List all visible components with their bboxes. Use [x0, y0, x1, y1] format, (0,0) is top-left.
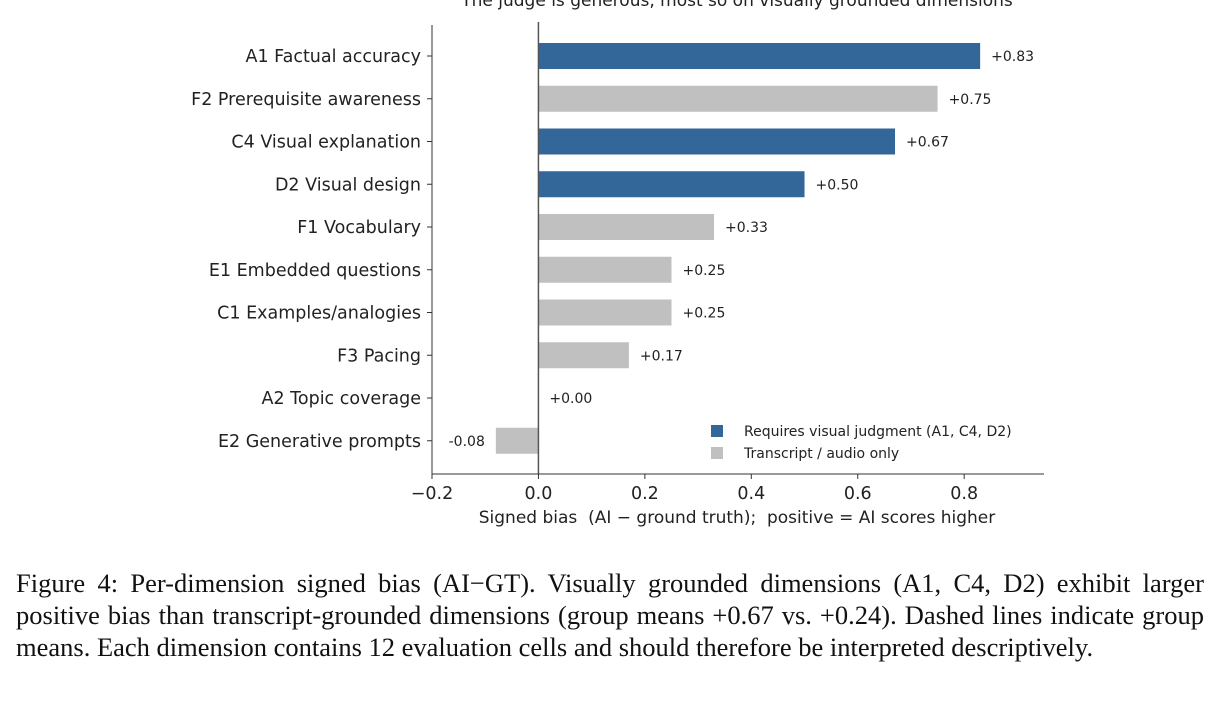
x-axis-label: Signed bias (AI − ground truth); positiv…: [479, 508, 995, 528]
data-label: +0.67: [906, 135, 949, 151]
legend-swatch: [711, 447, 723, 459]
data-label: +0.75: [949, 92, 992, 108]
data-label: +0.25: [682, 306, 725, 322]
figure-caption: Figure 4: Per-dimension signed bias (AI−…: [16, 568, 1204, 662]
data-label: +0.33: [725, 220, 768, 236]
x-tick-label: 0.2: [631, 484, 659, 504]
y-tick-label: F3 Pacing: [337, 346, 421, 366]
bar: [495, 427, 539, 454]
data-label: +0.83: [991, 49, 1034, 65]
bias-bar-chart: The judge is generous, most so on visual…: [191, 0, 1044, 528]
labels-layer: +0.83 A1 Factual accuracy +0.75 F2 Prerequi…: [191, 47, 1034, 504]
chart-title: The judge is generous, most so on visual…: [460, 0, 1013, 11]
y-tick-label: A1 Factual accuracy: [245, 47, 421, 67]
bar: [538, 85, 938, 112]
y-tick-label: F1 Vocabulary: [297, 218, 421, 238]
legend: Requires visual judgment (A1, C4, D2) Tra…: [711, 424, 1012, 462]
bar: [538, 256, 672, 283]
y-tick-label: E1 Embedded questions: [209, 261, 421, 281]
x-tick-label: 0.6: [844, 484, 872, 504]
data-label: +0.25: [682, 263, 725, 279]
x-tick-label: 0.0: [525, 484, 553, 504]
legend-swatch: [711, 425, 723, 437]
legend-label: Requires visual judgment (A1, C4, D2): [744, 424, 1012, 440]
bar: [538, 128, 895, 155]
axes-layer: [427, 22, 1044, 479]
bars-layer: [495, 43, 981, 454]
data-label: +0.50: [816, 177, 859, 193]
y-tick-label: A2 Topic coverage: [262, 389, 422, 409]
y-tick-label: F2 Prerequisite awareness: [191, 90, 421, 110]
legend-label: Transcript / audio only: [743, 446, 899, 462]
bar: [538, 342, 629, 369]
data-label: +0.17: [640, 348, 683, 364]
data-label: +0.00: [549, 391, 592, 407]
bar: [538, 43, 981, 69]
y-tick-label: D2 Visual design: [275, 175, 421, 195]
bar: [538, 214, 715, 240]
x-tick-label: 0.8: [950, 484, 978, 504]
bar: [538, 299, 672, 326]
y-tick-label: E2 Generative prompts: [218, 432, 421, 452]
y-tick-label: C4 Visual explanation: [231, 133, 421, 153]
x-tick-label: −0.2: [411, 484, 454, 504]
y-tick-label: C1 Examples/analogies: [217, 304, 421, 324]
bar: [538, 171, 805, 198]
data-label: -0.08: [449, 434, 485, 450]
x-tick-label: 0.4: [737, 484, 765, 504]
